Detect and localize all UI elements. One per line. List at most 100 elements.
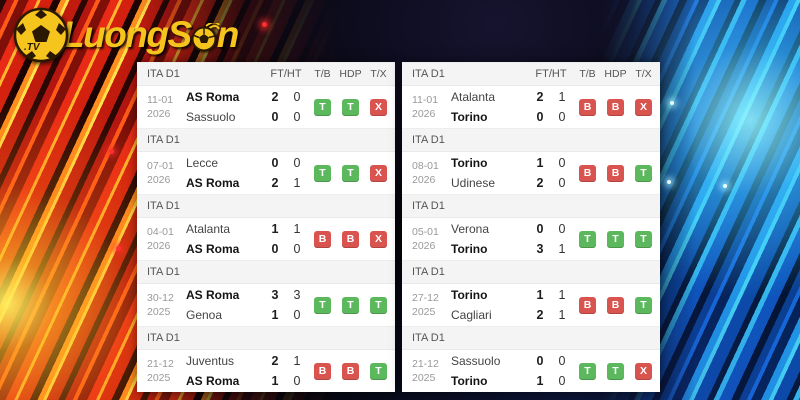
ht-score-away: 1 — [293, 175, 301, 190]
match-date-day: 05-01 — [412, 225, 439, 238]
result-badge-tb: T — [314, 296, 331, 314]
column-headers-bets: T/B HDP T/X — [314, 68, 387, 80]
ht-score-column: 1 0 — [286, 354, 308, 388]
match-date-day: 11-01 — [147, 93, 174, 106]
ht-score-away: 1 — [558, 307, 566, 322]
match-scores: 1 2 1 1 — [529, 288, 573, 322]
match-teams: Verona Torino — [449, 221, 529, 256]
match-scores: 2 0 1 0 — [529, 89, 573, 124]
team-name-home: Torino — [451, 287, 488, 302]
match-scores: 3 1 3 0 — [264, 287, 308, 322]
ht-score-away: 1 — [558, 241, 566, 256]
white-sparkle-dot — [670, 101, 674, 105]
match-block: ITA D1 FT/HT T/B HDP T/X 21-12 2025 Juve… — [137, 326, 395, 392]
result-badges: T T X — [579, 362, 652, 380]
h2h-panel-right: ITA D1 FT/HT T/B HDP T/X 11-01 2026 Atal… — [402, 62, 660, 392]
league-header: ITA D1 FT/HT T/B HDP T/X — [402, 62, 660, 86]
match-row[interactable]: 11-01 2026 AS Roma Sassuolo 2 0 0 0 T T — [137, 86, 395, 128]
ht-score-home: 1 — [293, 221, 301, 236]
match-scores: 1 2 0 0 — [529, 156, 573, 190]
ft-score-home: 0 — [536, 353, 544, 368]
ft-score-away: 1 — [536, 373, 544, 388]
result-badge-tx: X — [370, 164, 387, 182]
match-teams: AS Roma Sassuolo — [184, 90, 264, 124]
ft-score-away: 0 — [536, 109, 544, 124]
h2h-panel-left: ITA D1 FT/HT T/B HDP T/X 11-01 2026 AS R… — [137, 62, 395, 392]
team-name-away: Torino — [451, 241, 488, 256]
ft-score-home: 2 — [536, 89, 544, 104]
ht-score-away: 0 — [558, 109, 566, 124]
match-row[interactable]: 21-12 2025 Sassuolo Torino 0 1 0 0 T T — [402, 350, 660, 392]
red-glow-dot — [262, 22, 267, 27]
match-scores: 0 2 0 1 — [264, 156, 308, 190]
ft-score-away: 1 — [271, 373, 279, 388]
site-logo[interactable]: .TV LuongS n — [12, 6, 239, 64]
ft-score-column: 2 0 — [529, 89, 551, 124]
result-badge-tx: X — [635, 362, 652, 380]
match-row[interactable]: 07-01 2026 Lecce AS Roma 0 2 0 1 T T — [137, 152, 395, 194]
team-name-away: AS Roma — [186, 175, 240, 190]
result-badge-tb: B — [579, 98, 596, 116]
team-name-away: AS Roma — [186, 241, 240, 256]
ft-score-home: 2 — [271, 353, 279, 368]
result-badges: B B T — [314, 362, 387, 380]
match-row[interactable]: 08-01 2026 Torino Udinese 1 2 0 0 B B — [402, 152, 660, 194]
match-date-year: 2026 — [147, 174, 171, 186]
team-name-home: Verona — [451, 221, 490, 236]
match-row[interactable]: 21-12 2025 Juventus AS Roma 2 1 1 0 B B — [137, 350, 395, 392]
match-date-year: 2026 — [412, 174, 436, 186]
match-date-year: 2025 — [412, 372, 436, 384]
match-teams: Torino Udinese — [449, 155, 529, 190]
match-row[interactable]: 27-12 2025 Torino Cagliari 1 2 1 1 B B — [402, 284, 660, 326]
team-name-away: Torino — [451, 373, 488, 388]
match-date-day: 21-12 — [147, 357, 174, 370]
match-scores: 0 3 0 1 — [529, 221, 573, 256]
ft-score-column: 1 0 — [264, 221, 286, 256]
match-row[interactable]: 05-01 2026 Verona Torino 0 3 0 1 T T — [402, 218, 660, 260]
match-block: ITA D1 FT/HT T/B HDP T/X 27-12 2025 Tori… — [402, 260, 660, 326]
ht-score-column: 1 1 — [551, 288, 573, 322]
match-date-day: 04-01 — [147, 225, 174, 238]
ft-score-home: 0 — [536, 221, 544, 236]
ht-score-column: 0 0 — [551, 354, 573, 388]
ft-score-home: 3 — [271, 287, 279, 302]
match-teams: Sassuolo Torino — [449, 354, 529, 388]
ft-score-away: 0 — [271, 241, 279, 256]
logo-wordmark-prefix: LuongS — [62, 14, 192, 55]
ht-score-home: 3 — [293, 287, 301, 302]
ft-score-away: 3 — [536, 241, 544, 256]
match-scores: 2 1 1 0 — [264, 353, 308, 388]
match-date: 08-01 2026 — [412, 159, 449, 187]
match-date-day: 07-01 — [147, 159, 174, 172]
result-badge-tx: T — [635, 164, 652, 182]
league-header: ITA D1 FT/HT T/B HDP T/X — [137, 62, 395, 86]
match-row[interactable]: 30-12 2025 AS Roma Genoa 3 1 3 0 T T — [137, 284, 395, 326]
column-header-hdp: HDP — [339, 68, 362, 80]
league-header: ITA D1 FT/HT T/B HDP T/X — [402, 194, 660, 218]
ft-score-column: 2 0 — [264, 90, 286, 124]
match-row[interactable]: 04-01 2026 Atalanta AS Roma 1 0 1 0 B B — [137, 218, 395, 260]
team-name-home: AS Roma — [186, 287, 240, 302]
match-date-day: 30-12 — [147, 291, 174, 304]
league-header: ITA D1 FT/HT T/B HDP T/X — [137, 128, 395, 152]
match-date-year: 2025 — [412, 306, 436, 318]
ht-score-away: 0 — [293, 307, 301, 322]
red-glow-dot — [109, 149, 114, 154]
match-teams: AS Roma Genoa — [184, 287, 264, 322]
match-date-day: 21-12 — [412, 357, 439, 370]
match-date: 30-12 2025 — [147, 291, 184, 319]
ft-score-home: 1 — [271, 221, 279, 236]
result-badge-tx: T — [370, 362, 387, 380]
match-date-year: 2026 — [412, 108, 436, 120]
result-badge-tb: T — [579, 362, 596, 380]
column-header-tb: T/B — [314, 68, 331, 80]
result-badge-tx: X — [370, 98, 387, 116]
result-badge-tx: T — [635, 230, 652, 248]
ft-score-column: 1 2 — [529, 156, 551, 190]
team-name-away: Cagliari — [451, 307, 492, 322]
team-name-home: Torino — [451, 155, 488, 170]
ht-score-column: 3 0 — [286, 287, 308, 322]
result-badge-tb: B — [314, 362, 331, 380]
result-badge-tx: T — [635, 296, 652, 314]
match-row[interactable]: 11-01 2026 Atalanta Torino 2 0 1 0 B B — [402, 86, 660, 128]
